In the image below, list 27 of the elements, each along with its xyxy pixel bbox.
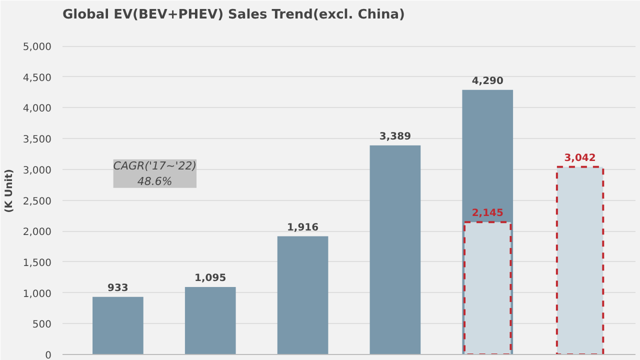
y-tick-label: 5,000 [22, 42, 52, 54]
y-tick-label: 1,500 [22, 258, 52, 269]
y-tick-label: 4,000 [22, 104, 52, 115]
bar [277, 236, 328, 354]
chart-title: Global EV(BEV+PHEV) Sales Trend(excl. China) [62, 8, 405, 22]
bar [464, 221, 512, 354]
y-tick-label: 4,500 [22, 72, 52, 84]
data-label: 1,095 [194, 272, 226, 284]
data-label: 4,290 [472, 76, 504, 87]
y-tick-label: 2,500 [22, 196, 52, 208]
data-label: 2,145 [472, 208, 504, 220]
data-label: 933 [108, 282, 128, 294]
data-label: 3,389 [379, 131, 412, 142]
y-tick-label: 3,000 [22, 165, 52, 176]
bar [92, 296, 144, 354]
y-tick-label: 3,500 [22, 134, 52, 146]
y-tick-label: 2,000 [22, 227, 52, 238]
bar [370, 145, 421, 354]
data-label: 1,916 [286, 222, 319, 234]
data-label: 3,042 [564, 152, 596, 164]
y-tick-label: 500 [32, 320, 52, 331]
y-axis-title: (K Unit) [4, 169, 15, 213]
bar [184, 286, 236, 354]
y-tick-label: 1,000 [22, 288, 52, 300]
y-tick-label: 0 [45, 350, 52, 360]
bar [556, 166, 604, 354]
annotation: CAGR('17~'22) 48.6% [113, 159, 197, 188]
